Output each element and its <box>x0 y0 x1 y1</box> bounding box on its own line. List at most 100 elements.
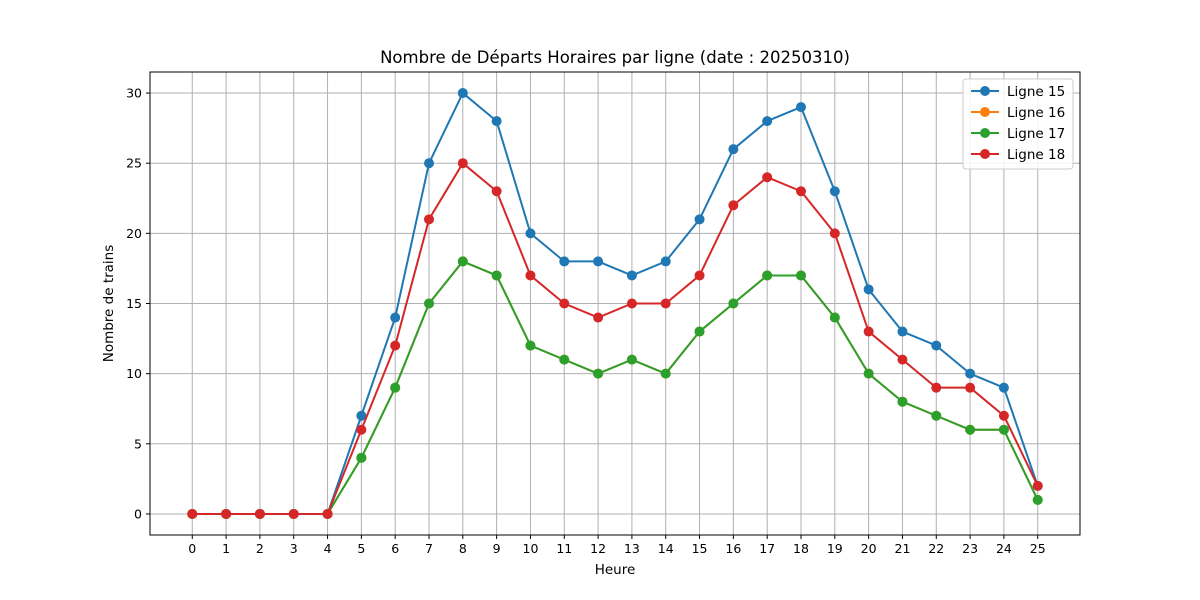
legend-entry: Ligne 16 <box>971 105 1065 121</box>
x-tick-label: 19 <box>827 541 843 556</box>
x-tick-label: 25 <box>1030 541 1046 556</box>
x-axis-label: Heure <box>595 562 636 578</box>
legend: Ligne 15 Ligne 16 Ligne 17 Ligne 18 <box>962 78 1074 170</box>
data-point-ligne-18 <box>931 382 942 393</box>
data-point-ligne-18 <box>829 228 840 239</box>
data-point-ligne-17 <box>1032 494 1043 505</box>
y-tick-label: 25 <box>126 156 142 171</box>
data-point-ligne-17 <box>998 424 1009 435</box>
grid <box>150 72 1080 535</box>
data-point-ligne-18 <box>1032 480 1043 491</box>
data-point-ligne-17 <box>796 270 806 281</box>
data-point-ligne-18 <box>762 172 773 183</box>
legend-marker <box>980 149 990 159</box>
data-point-ligne-18 <box>424 214 434 225</box>
x-tick-label: 11 <box>556 541 572 556</box>
x-tick-label: 12 <box>590 541 606 556</box>
data-point-ligne-18 <box>491 186 502 197</box>
legend-entry: Ligne 18 <box>971 147 1065 163</box>
x-tick-label: 1 <box>222 541 230 556</box>
data-point-ligne-15 <box>626 270 637 281</box>
x-tick-label: 9 <box>493 541 501 556</box>
data-point-ligne-17 <box>559 354 570 365</box>
data-point-ligne-17 <box>626 354 637 365</box>
data-point-ligne-15 <box>424 158 434 169</box>
x-tick-label: 5 <box>357 541 365 556</box>
data-point-ligne-17 <box>897 396 908 407</box>
data-point-ligne-18 <box>457 158 468 169</box>
data-point-ligne-17 <box>491 270 502 281</box>
x-tick-label: 0 <box>188 541 196 556</box>
data-point-ligne-18 <box>322 508 333 519</box>
legend-label: Ligne 15 <box>1007 84 1065 100</box>
series-ligne-18 <box>187 158 1043 519</box>
x-tick-label: 15 <box>692 541 708 556</box>
x-tick-label: 22 <box>928 541 944 556</box>
x-tick-label: 4 <box>324 541 332 556</box>
data-point-ligne-18 <box>559 298 570 309</box>
data-point-ligne-18 <box>288 508 299 519</box>
data-point-ligne-15 <box>728 144 739 155</box>
data-point-ligne-18 <box>863 326 874 337</box>
axis-ticks: 0 1 2 3 4 5 6 7 8 9 10 11 12 13 14 15 16 17 18 19 20 21 22 23 24… <box>126 86 1046 556</box>
data-point-ligne-15 <box>762 116 773 127</box>
data-point-ligne-18 <box>254 508 265 519</box>
x-tick-label: 7 <box>425 541 433 556</box>
data-point-ligne-18 <box>593 312 604 323</box>
data-point-ligne-18 <box>660 298 671 309</box>
legend-marker <box>980 86 990 96</box>
data-point-ligne-17 <box>694 326 705 337</box>
data-point-ligne-17 <box>356 452 367 463</box>
data-point-ligne-18 <box>525 270 536 281</box>
x-tick-label: 21 <box>895 541 911 556</box>
x-tick-label: 18 <box>793 541 809 556</box>
legend-marker <box>980 128 990 138</box>
data-point-ligne-18 <box>187 508 198 519</box>
data-point-ligne-18 <box>998 410 1009 421</box>
y-tick-label: 0 <box>134 506 142 521</box>
x-tick-label: 6 <box>391 541 399 556</box>
data-point-ligne-15 <box>559 256 570 267</box>
data-point-ligne-15 <box>863 284 874 295</box>
data-point-ligne-17 <box>931 410 942 421</box>
data-point-ligne-17 <box>390 382 401 393</box>
data-point-ligne-15 <box>897 326 908 337</box>
data-point-ligne-15 <box>491 116 502 127</box>
y-axis-label: Nombre de trains <box>101 245 117 363</box>
data-point-ligne-17 <box>660 368 671 379</box>
data-point-ligne-15 <box>390 312 401 323</box>
x-tick-label: 2 <box>256 541 264 556</box>
series-line-ligne-17 <box>192 260 1039 515</box>
data-point-ligne-18 <box>626 298 637 309</box>
data-point-ligne-18 <box>796 186 806 197</box>
data-point-ligne-17 <box>863 368 874 379</box>
data-point-ligne-17 <box>593 368 604 379</box>
data-point-ligne-18 <box>221 508 232 519</box>
data-point-ligne-15 <box>998 382 1009 393</box>
x-tick-label: 20 <box>861 541 877 556</box>
series-line-ligne-18 <box>192 162 1039 515</box>
x-tick-label: 16 <box>725 541 741 556</box>
y-tick-label: 15 <box>126 296 142 311</box>
data-point-ligne-15 <box>965 368 976 379</box>
data-point-ligne-17 <box>728 298 739 309</box>
data-point-ligne-15 <box>796 102 806 113</box>
legend-label: Ligne 18 <box>1007 147 1065 163</box>
data-point-ligne-15 <box>660 256 671 267</box>
data-point-ligne-18 <box>728 200 739 211</box>
y-tick-label: 20 <box>126 226 142 241</box>
data-point-ligne-15 <box>829 186 840 197</box>
legend-label: Ligne 16 <box>1007 105 1065 121</box>
x-tick-label: 24 <box>996 541 1012 556</box>
data-point-ligne-17 <box>525 340 536 351</box>
data-point-ligne-17 <box>424 298 434 309</box>
legend-entry: Ligne 17 <box>971 126 1065 142</box>
y-tick-label: 30 <box>126 86 142 101</box>
x-tick-label: 3 <box>290 541 298 556</box>
x-tick-label: 23 <box>962 541 978 556</box>
data-point-ligne-17 <box>829 312 840 323</box>
data-point-ligne-15 <box>694 214 705 225</box>
x-tick-label: 10 <box>523 541 539 556</box>
x-tick-label: 13 <box>624 541 640 556</box>
data-point-ligne-15 <box>356 410 367 421</box>
